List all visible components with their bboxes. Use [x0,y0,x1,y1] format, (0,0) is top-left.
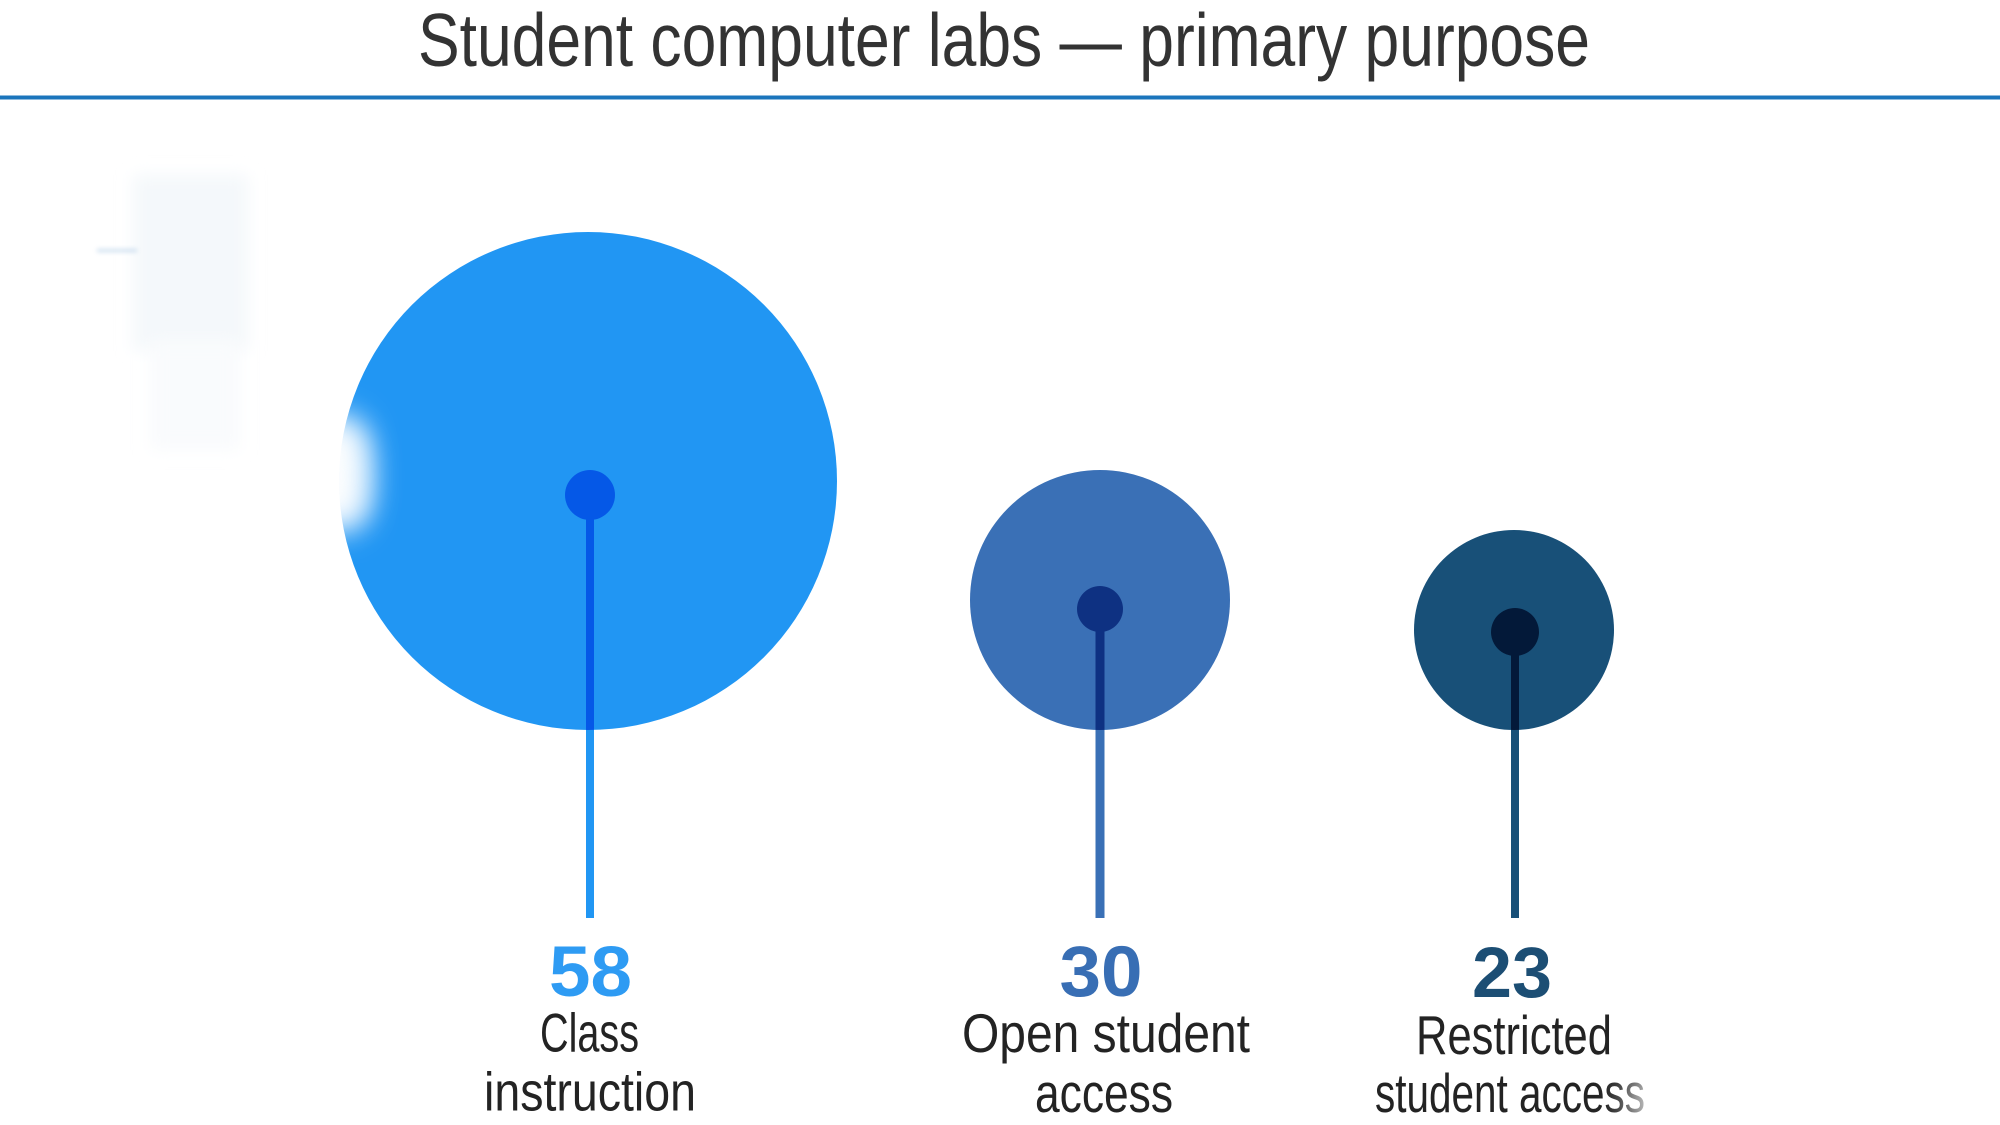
svg-text:58: 58 [549,933,632,1012]
svg-text:Student computer labs — primar: Student computer labs — primary purpose [418,0,1590,82]
svg-text:Class: Class [540,1002,639,1064]
svg-text:30: 30 [1060,933,1143,1012]
svg-text:23: 23 [1472,934,1552,1013]
svg-text:access: access [1035,1062,1173,1124]
svg-text:instruction: instruction [484,1061,696,1123]
svg-text:Restricted: Restricted [1416,1004,1612,1066]
svg-text:Open student: Open student [962,1002,1250,1064]
svg-text:student access: student access [1375,1062,1645,1124]
